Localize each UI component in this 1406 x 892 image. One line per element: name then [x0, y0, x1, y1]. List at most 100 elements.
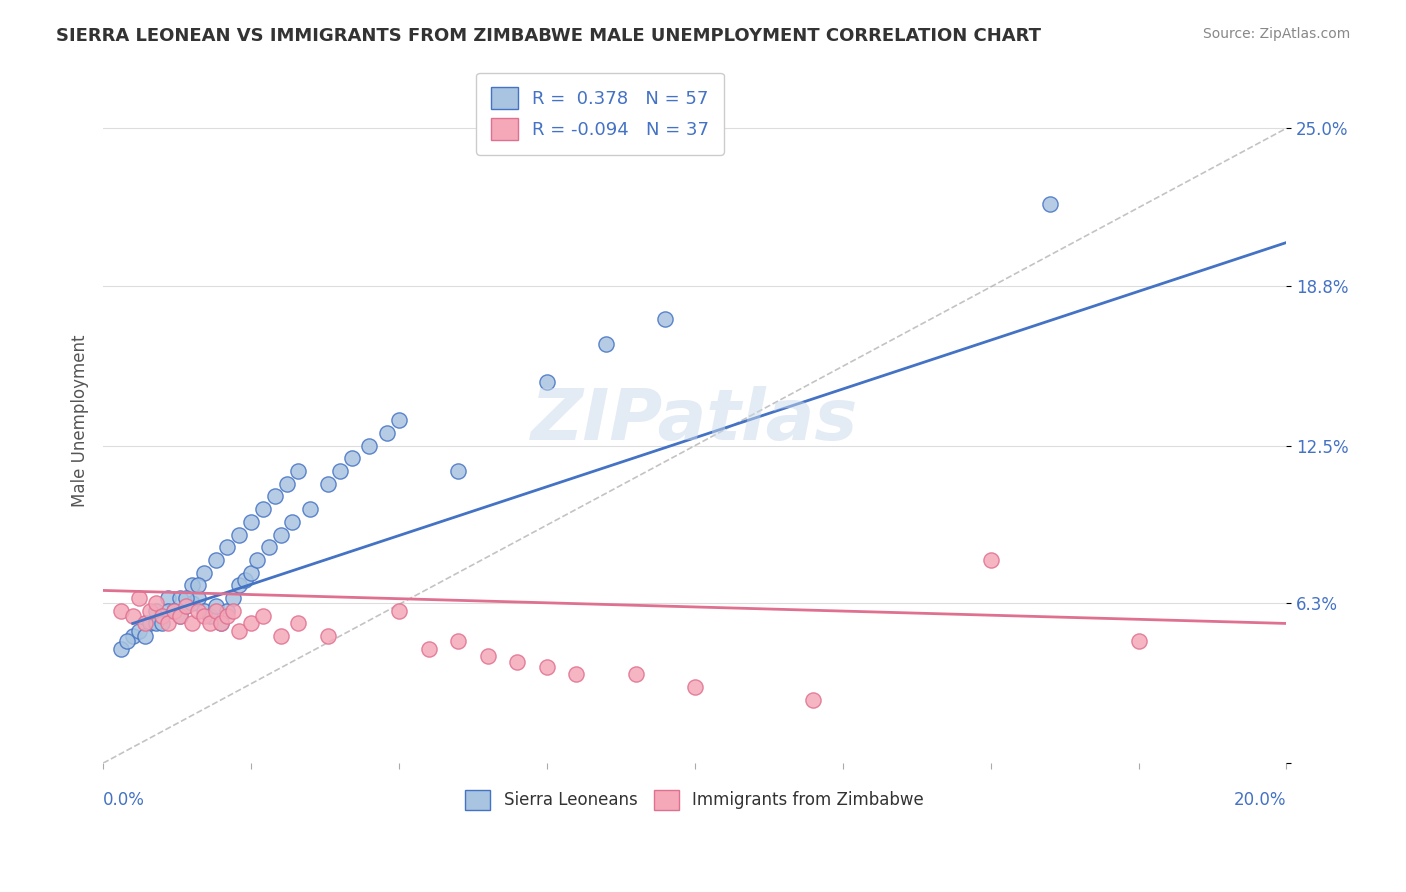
Text: Source: ZipAtlas.com: Source: ZipAtlas.com	[1202, 27, 1350, 41]
Point	[128, 591, 150, 605]
Point	[287, 616, 309, 631]
Point	[388, 413, 411, 427]
Point	[228, 578, 250, 592]
Point	[329, 464, 352, 478]
Point	[246, 553, 269, 567]
Point	[180, 616, 202, 631]
Text: 0.0%: 0.0%	[103, 790, 145, 808]
Point	[180, 578, 202, 592]
Point	[145, 596, 167, 610]
Text: 20.0%: 20.0%	[1234, 790, 1286, 808]
Point	[980, 553, 1002, 567]
Point	[270, 527, 292, 541]
Point	[211, 616, 233, 631]
Point	[340, 451, 363, 466]
Point	[110, 604, 132, 618]
Point	[169, 608, 191, 623]
Point	[276, 476, 298, 491]
Point	[654, 311, 676, 326]
Point	[447, 464, 470, 478]
Point	[233, 574, 256, 588]
Point	[128, 624, 150, 638]
Point	[240, 566, 263, 580]
Point	[252, 502, 274, 516]
Point	[1039, 197, 1062, 211]
Point	[187, 604, 209, 618]
Text: SIERRA LEONEAN VS IMMIGRANTS FROM ZIMBABWE MALE UNEMPLOYMENT CORRELATION CHART: SIERRA LEONEAN VS IMMIGRANTS FROM ZIMBAB…	[56, 27, 1042, 45]
Point	[145, 604, 167, 618]
Point	[228, 527, 250, 541]
Point	[240, 616, 263, 631]
Point	[187, 578, 209, 592]
Point	[193, 566, 215, 580]
Point	[281, 515, 304, 529]
Point	[287, 464, 309, 478]
Text: ZIPatlas: ZIPatlas	[531, 385, 859, 455]
Point	[801, 692, 824, 706]
Point	[174, 599, 197, 613]
Point	[150, 608, 173, 623]
Point	[115, 634, 138, 648]
Point	[198, 608, 221, 623]
Point	[134, 616, 156, 631]
Point	[157, 616, 180, 631]
Point	[316, 476, 339, 491]
Point	[204, 599, 226, 613]
Point	[222, 604, 245, 618]
Point	[121, 608, 143, 623]
Point	[169, 608, 191, 623]
Point	[447, 634, 470, 648]
Point	[211, 616, 233, 631]
Y-axis label: Male Unemployment: Male Unemployment	[72, 334, 89, 507]
Point	[157, 604, 180, 618]
Point	[536, 659, 558, 673]
Point	[624, 667, 647, 681]
Point	[217, 608, 239, 623]
Point	[187, 591, 209, 605]
Point	[163, 604, 186, 618]
Point	[240, 515, 263, 529]
Point	[217, 541, 239, 555]
Point	[316, 629, 339, 643]
Point	[150, 608, 173, 623]
Point	[193, 608, 215, 623]
Point	[157, 591, 180, 605]
Point	[222, 591, 245, 605]
Point	[252, 608, 274, 623]
Point	[506, 655, 529, 669]
Point	[299, 502, 322, 516]
Point	[169, 591, 191, 605]
Point	[150, 616, 173, 631]
Point	[204, 604, 226, 618]
Point	[198, 616, 221, 631]
Point	[359, 439, 381, 453]
Point	[375, 425, 398, 440]
Point	[388, 604, 411, 618]
Point	[1128, 634, 1150, 648]
Point	[145, 616, 167, 631]
Point	[139, 616, 162, 631]
Point	[418, 641, 440, 656]
Point	[536, 375, 558, 389]
Point	[110, 641, 132, 656]
Point	[257, 541, 280, 555]
Point	[121, 629, 143, 643]
Point	[134, 629, 156, 643]
Point	[595, 337, 617, 351]
Point	[565, 667, 588, 681]
Point	[263, 490, 285, 504]
Point	[139, 604, 162, 618]
Point	[163, 604, 186, 618]
Point	[174, 599, 197, 613]
Point	[683, 680, 706, 694]
Point	[477, 649, 499, 664]
Point	[174, 591, 197, 605]
Point	[163, 604, 186, 618]
Point	[193, 604, 215, 618]
Point	[228, 624, 250, 638]
Point	[204, 553, 226, 567]
Point	[180, 596, 202, 610]
Point	[270, 629, 292, 643]
Legend: Sierra Leoneans, Immigrants from Zimbabwe: Sierra Leoneans, Immigrants from Zimbabw…	[453, 776, 938, 823]
Point	[134, 616, 156, 631]
